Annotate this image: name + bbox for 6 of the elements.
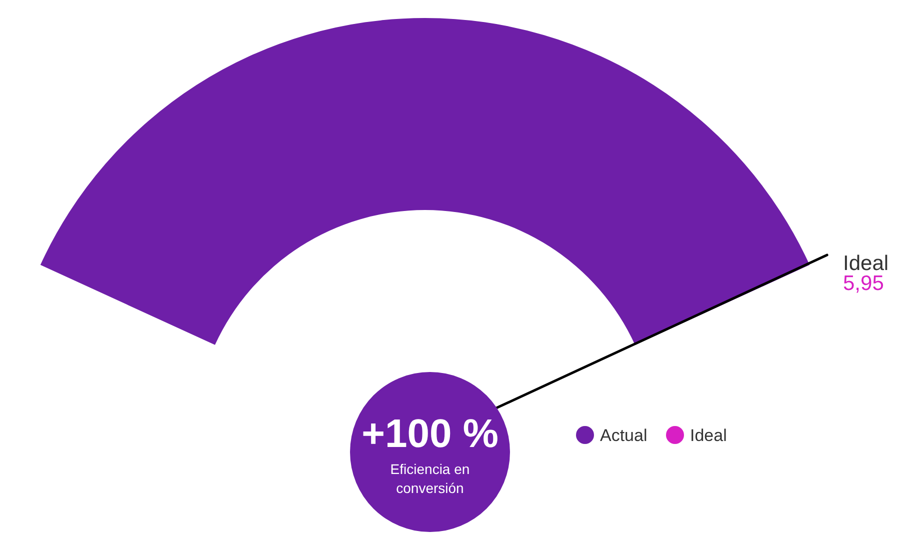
legend-label: Actual <box>600 426 648 445</box>
text: Eficiencia en conversión <box>390 461 470 496</box>
text: +100 % <box>362 412 498 456</box>
text: Ideal <box>843 252 889 275</box>
legend-label: Ideal <box>690 426 727 445</box>
text: 5,95 <box>843 272 884 295</box>
